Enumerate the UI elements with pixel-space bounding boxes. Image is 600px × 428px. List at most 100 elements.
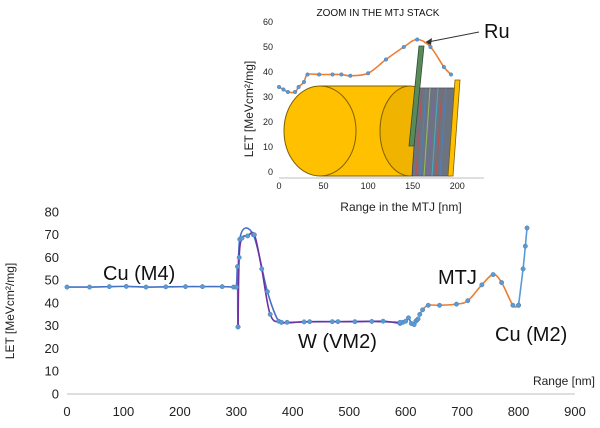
- main-data-point: [284, 319, 290, 325]
- main-data-point: [219, 284, 225, 290]
- inset-title: ZOOM IN THE MTJ STACK: [317, 8, 440, 19]
- main-data-point: [420, 307, 426, 313]
- inset-series-lines: [278, 38, 452, 94]
- main-data-point: [425, 302, 431, 308]
- main-data-point: [251, 232, 257, 238]
- main-data-point: [335, 319, 341, 325]
- main-data-point: [499, 280, 505, 285]
- inset-data-point: [383, 57, 389, 62]
- ru-layer-illustration: [408, 45, 425, 147]
- inset-data-point: [276, 84, 282, 90]
- main-data-point: [397, 319, 403, 325]
- main-data-point: [259, 266, 265, 272]
- inset-chart: ZOOM IN THE MTJ STACK 0 10 20 30 40 50 60 0 50 1…: [242, 8, 510, 214]
- main-data-point: [417, 311, 423, 317]
- inset-series-points: [276, 37, 454, 95]
- main-y-tick: 70: [45, 227, 59, 242]
- main-data-point: [520, 266, 526, 272]
- inset-data-point: [415, 37, 420, 42]
- main-data-point: [516, 302, 522, 308]
- main-y-tick: 60: [45, 250, 59, 265]
- main-data-point: [163, 284, 169, 290]
- inset-data-point: [441, 64, 446, 70]
- inset-data-point: [296, 84, 301, 90]
- main-x-tick: 300: [225, 404, 247, 419]
- main-data-point: [352, 319, 358, 325]
- inset-y-axis-label: LET [MeVcm²/mg]: [242, 61, 256, 157]
- main-data-point: [200, 284, 205, 290]
- main-data-point: [233, 284, 239, 290]
- inset-x-tick-labels: 0 50 100 150 200: [276, 181, 464, 191]
- annotation-w-vm2: W (VM2): [298, 331, 377, 353]
- main-data-point: [64, 284, 70, 290]
- main-y-tick: 30: [45, 318, 59, 333]
- main-x-tick: 100: [113, 404, 135, 419]
- annotation-cu-m2: Cu (M2): [495, 324, 567, 346]
- main-data-point: [87, 284, 93, 290]
- inset-x-tick: 150: [405, 181, 420, 191]
- inset-data-point: [428, 44, 433, 50]
- main-y-tick: 80: [45, 204, 59, 219]
- main-x-tick-labels: 0 100 200 300 400 500 600 700 800 900: [63, 404, 585, 419]
- inset-y-tick-labels: 0 10 20 30 40 50 60: [263, 17, 273, 177]
- main-data-point: [479, 282, 485, 288]
- main-x-tick: 0: [63, 404, 70, 419]
- inset-y-tick: 50: [263, 42, 273, 52]
- main-data-point: [369, 318, 375, 324]
- inset-y-tick: 10: [263, 142, 273, 152]
- annotation-ru: Ru: [484, 21, 510, 43]
- inset-x-tick: 100: [361, 181, 376, 191]
- main-series-points: [64, 225, 530, 330]
- ru-arrow: [424, 31, 480, 45]
- inset-data-point: [339, 72, 344, 77]
- main-y-tick: 50: [45, 273, 59, 288]
- inset-data-point: [281, 87, 286, 92]
- main-x-tick: 200: [169, 404, 191, 419]
- main-data-point: [415, 316, 421, 322]
- main-data-point: [106, 284, 112, 290]
- inset-data-point: [305, 72, 310, 77]
- main-data-point: [183, 284, 188, 290]
- main-data-point: [329, 319, 335, 325]
- main-data-point: [236, 255, 242, 260]
- main-x-tick: 700: [451, 404, 473, 419]
- main-data-point: [235, 324, 241, 330]
- main-x-tick: 600: [395, 404, 417, 419]
- inset-data-point: [366, 71, 371, 76]
- inset-data-point: [330, 72, 335, 77]
- main-x-tick: 800: [508, 404, 530, 419]
- mtj-cylinder-illustration: [283, 79, 461, 177]
- main-data-point: [245, 233, 251, 239]
- inset-y-tick: 60: [263, 17, 273, 27]
- annotation-cu-m4: Cu (M4): [103, 263, 175, 285]
- inset-y-tick: 30: [263, 92, 273, 102]
- main-data-point: [235, 264, 240, 270]
- main-y-tick: 40: [45, 295, 59, 310]
- main-data-point: [239, 235, 245, 241]
- main-data-point: [264, 289, 270, 295]
- main-series-line: [237, 231, 401, 327]
- main-data-point: [437, 302, 442, 308]
- inset-x-axis-label: Range in the MTJ [nm]: [340, 200, 461, 214]
- main-y-tick: 0: [52, 386, 59, 401]
- main-series-line: [517, 227, 528, 306]
- main-x-tick: 400: [282, 404, 304, 419]
- inset-data-point: [317, 72, 322, 77]
- main-x-tick: 900: [564, 404, 586, 419]
- inset-y-tick: 20: [263, 117, 273, 127]
- main-y-tick: 20: [45, 341, 59, 356]
- main-data-point: [510, 302, 516, 308]
- inset-x-tick: 50: [319, 181, 329, 191]
- main-y-axis-label: LET [MeVcm²/mg]: [3, 263, 17, 359]
- main-data-point: [267, 311, 273, 317]
- main-data-point: [454, 301, 459, 307]
- main-data-point: [490, 272, 496, 278]
- main-data-point: [406, 315, 411, 321]
- inset-series-line: [278, 38, 452, 94]
- main-data-point: [522, 243, 528, 249]
- main-data-point: [380, 318, 386, 324]
- main-chart: 0 10 20 30 40 50 60 70 80 0 100 200 300 400 500 600 700…: [3, 204, 595, 419]
- main-data-point: [279, 319, 284, 325]
- main-y-tick: 10: [45, 364, 59, 379]
